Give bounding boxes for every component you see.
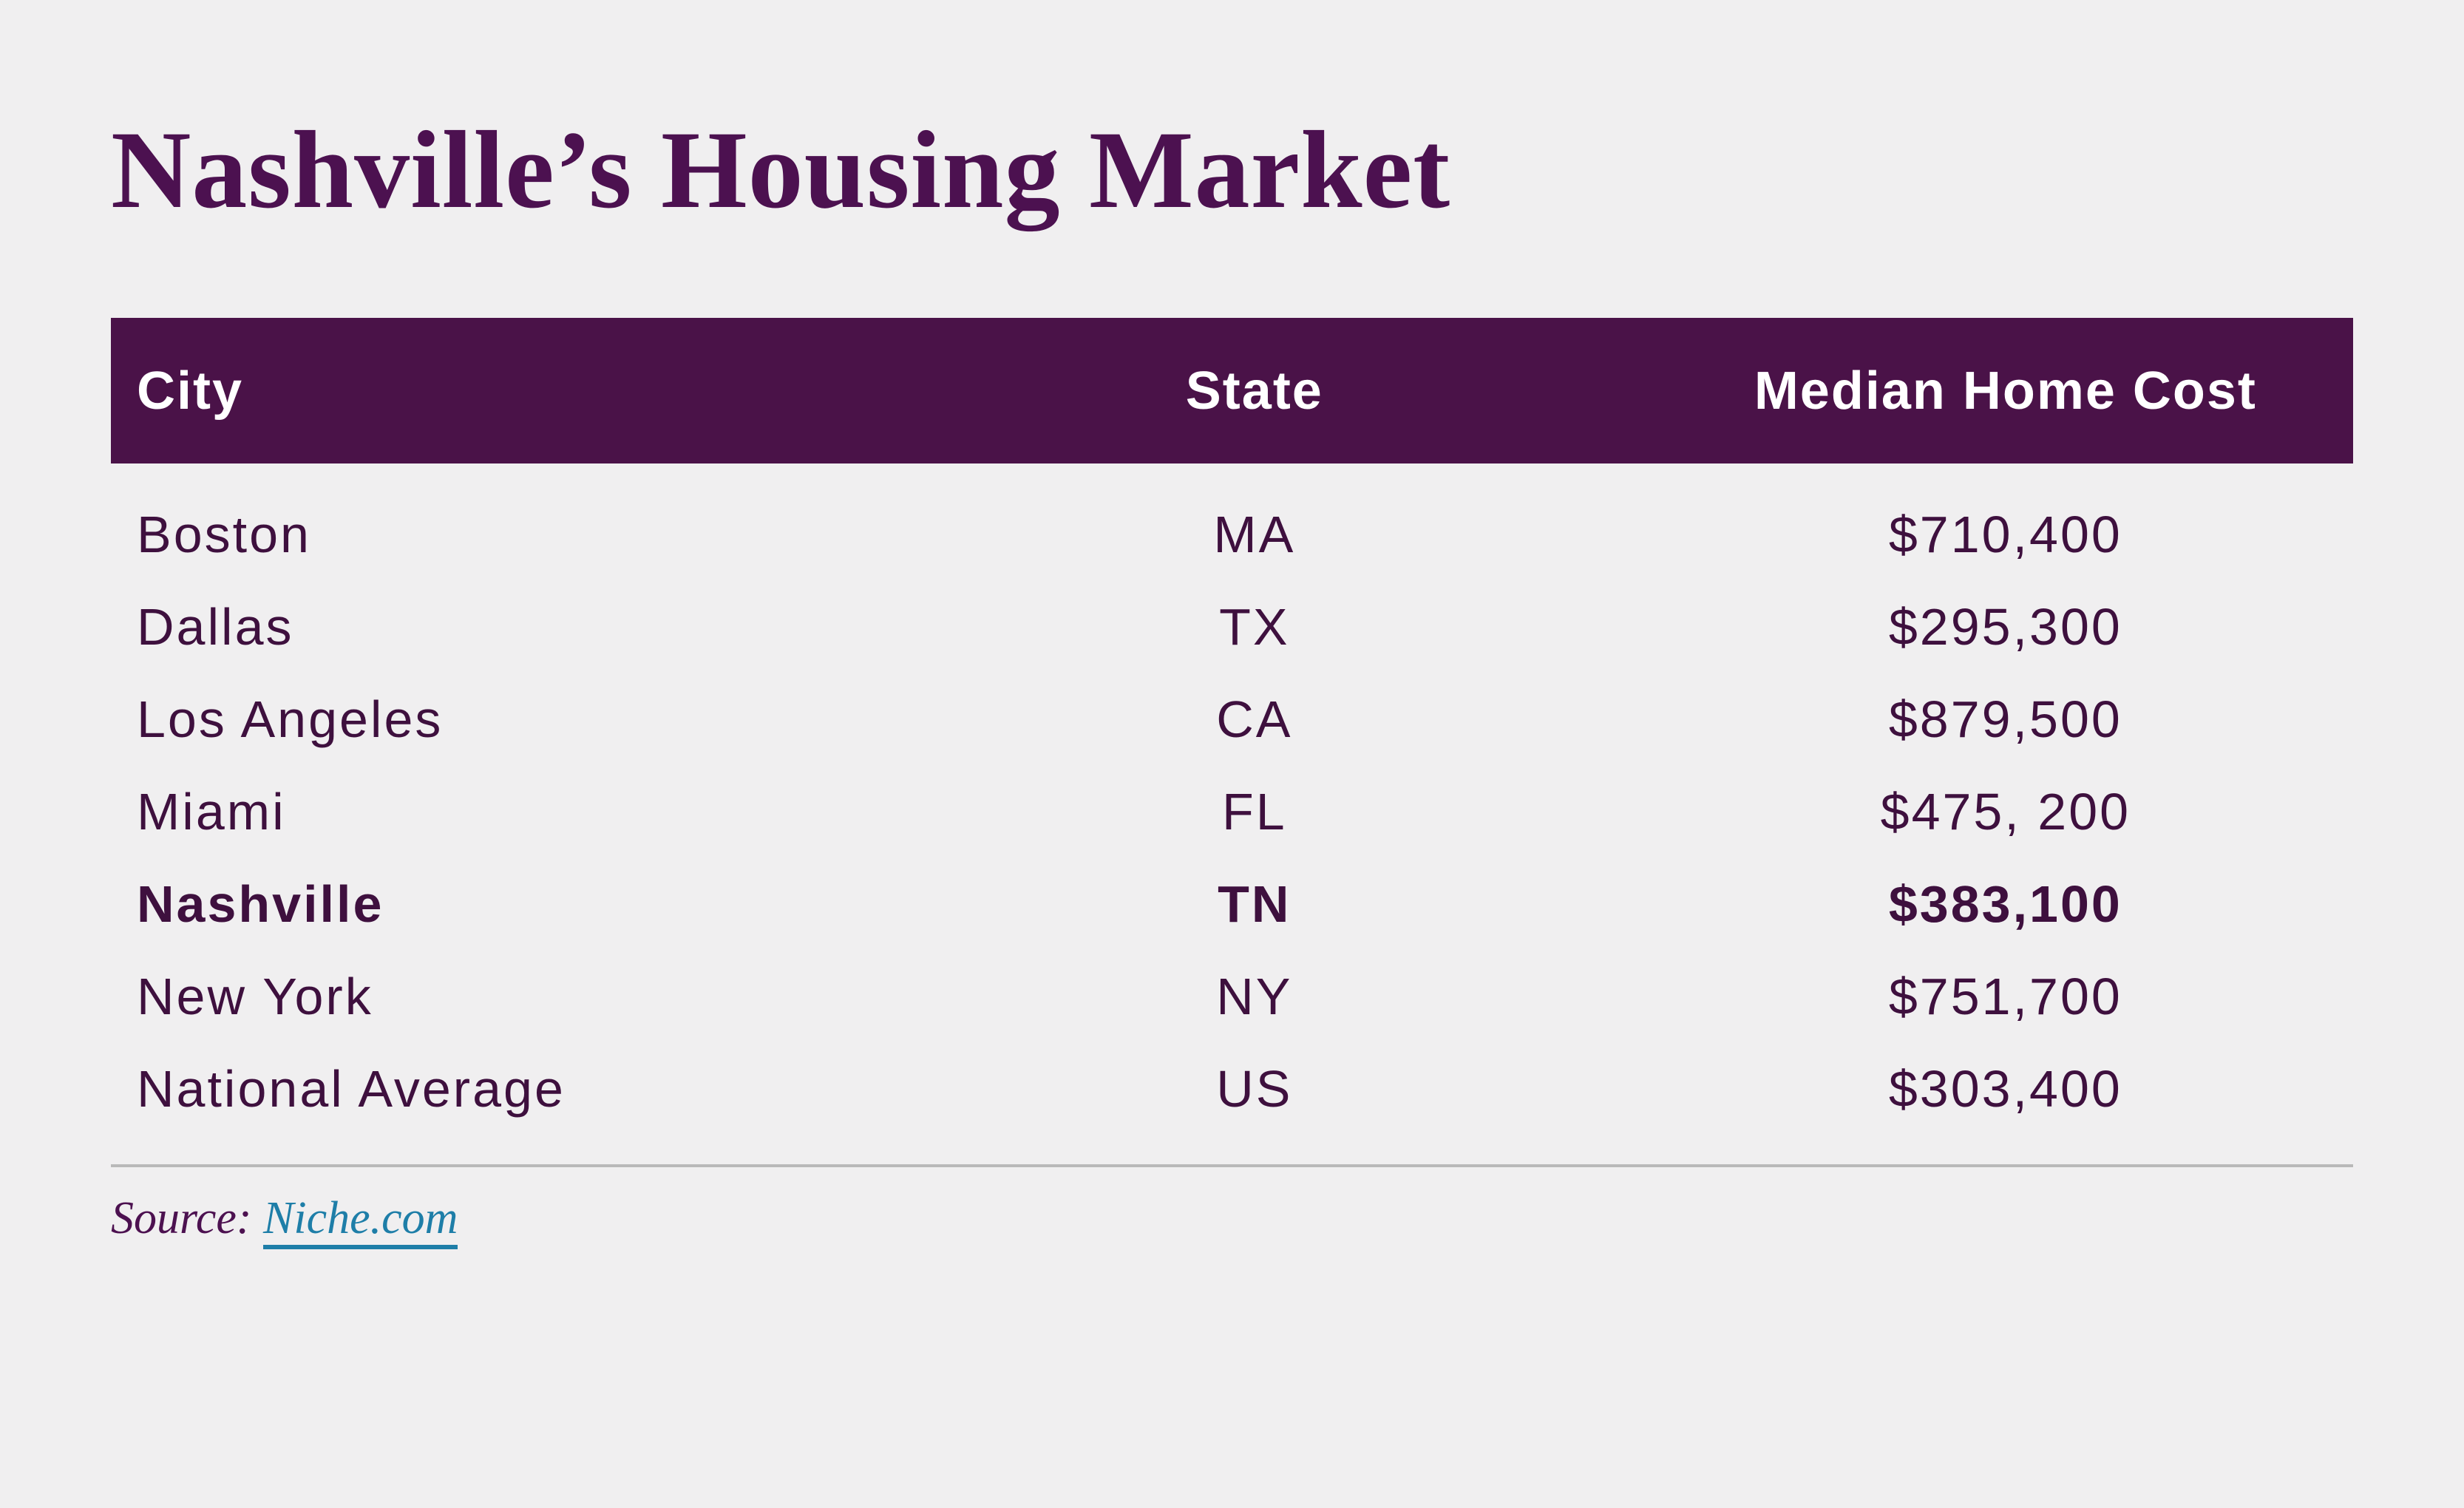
table-body: Boston MA $710,400 Dallas TX $295,300 Lo… — [111, 463, 2353, 1135]
cell-cost: $475, 200 — [1880, 782, 2131, 840]
header-state: State — [1185, 361, 1323, 421]
cell-cost: $303,400 — [1888, 1059, 2122, 1118]
cell-cost: $383,100 — [1888, 874, 2122, 933]
cell-city: National Average — [137, 1059, 566, 1118]
cell-state: TN — [1218, 874, 1292, 933]
table-row-new-york: New York NY $751,700 — [111, 950, 2353, 1042]
source-link[interactable]: Niche.com — [263, 1193, 458, 1249]
source-label: Source: — [111, 1193, 252, 1243]
table-row-dallas: Dallas TX $295,300 — [111, 580, 2353, 673]
cell-cost: $751,700 — [1888, 967, 2122, 1025]
cell-cost: $879,500 — [1888, 690, 2122, 748]
cell-city: Dallas — [137, 597, 294, 656]
cell-city: Los Angeles — [137, 690, 444, 748]
cell-city: Miami — [137, 782, 286, 840]
header-cost: Median Home Cost — [1754, 361, 2257, 421]
cell-city: Boston — [137, 505, 311, 563]
cell-cost: $295,300 — [1888, 597, 2122, 656]
header-city: City — [137, 361, 244, 421]
cell-state: CA — [1216, 690, 1293, 748]
cell-state: US — [1216, 1059, 1293, 1118]
cell-city: New York — [137, 967, 373, 1025]
cell-state: MA — [1213, 505, 1296, 563]
cell-city: Nashville — [137, 874, 384, 933]
infographic: Nashville’s Housing Market City State Me… — [0, 103, 2464, 1249]
cell-cost: $710,400 — [1888, 505, 2122, 563]
table-row-los-angeles: Los Angeles CA $879,500 — [111, 673, 2353, 765]
cell-state: FL — [1221, 782, 1287, 840]
divider — [111, 1164, 2353, 1167]
page-title: Nashville’s Housing Market — [111, 109, 1451, 231]
table-row-miami: Miami FL $475, 200 — [111, 765, 2353, 857]
table-header-row: City State Median Home Cost — [111, 318, 2353, 463]
housing-table: City State Median Home Cost Boston MA $7… — [111, 318, 2353, 1135]
cell-state: TX — [1219, 597, 1290, 656]
table-row-national-average: National Average US $303,400 — [111, 1042, 2353, 1135]
table-row-boston: Boston MA $710,400 — [111, 488, 2353, 580]
cell-state: NY — [1216, 967, 1293, 1025]
source-line: Source: Niche.com — [111, 1192, 2353, 1249]
table-row-nashville: Nashville TN $383,100 — [111, 857, 2353, 950]
